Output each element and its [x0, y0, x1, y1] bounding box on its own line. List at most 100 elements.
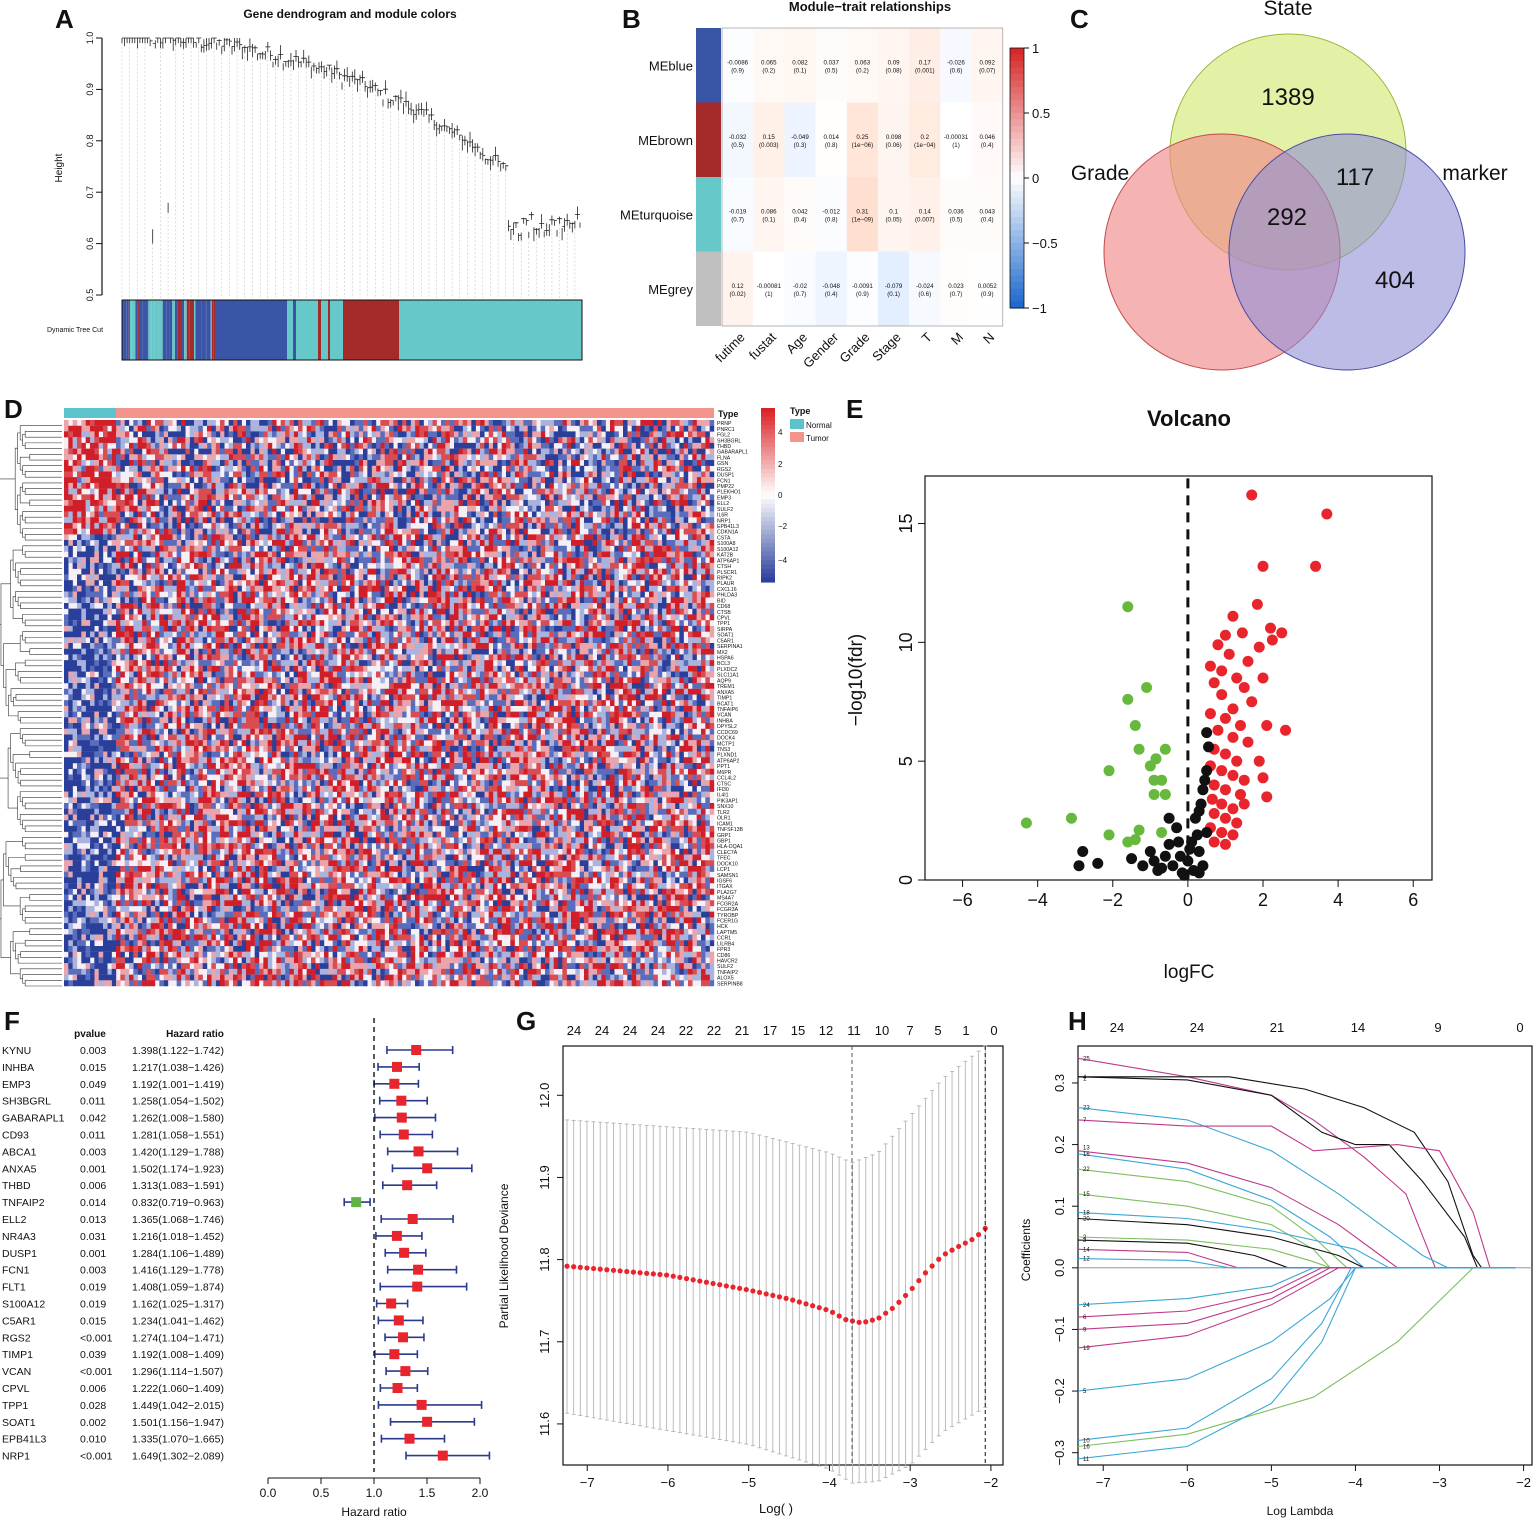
d-dendro-branch: [17, 711, 28, 721]
d-gene-label: SH3BGRL: [717, 438, 741, 444]
b-cell-value: 0.042: [792, 208, 808, 215]
d-heatmap-row-cells: [163, 505, 706, 512]
d-dendro-branch: [15, 694, 19, 701]
d-heatmap-row-cells: [77, 534, 710, 541]
b-cell-value: 0.023: [948, 283, 964, 290]
d-dendro-branch: [20, 779, 24, 787]
d-heatmap-row-cells: [172, 620, 710, 627]
f-hr-label: 1.222(1.060−1.409): [132, 1383, 224, 1395]
b-cell-value: 0.092: [979, 59, 995, 66]
a-module-segment: [142, 300, 148, 360]
g-deviance-point: [637, 1270, 643, 1276]
d-dendro-branch: [17, 954, 28, 964]
d-heatmap-row-cells: [64, 957, 693, 964]
b-col-label: Gender: [800, 329, 842, 371]
h-path-label: 15: [1083, 1192, 1090, 1198]
d-colorbar-step: [761, 551, 775, 557]
d-gene-label: IFI30: [717, 787, 729, 793]
d-heatmap-row-cells: [116, 580, 658, 586]
d-dendro-branch: [20, 579, 24, 587]
d-heatmap-row-cells: [90, 963, 710, 970]
e-point-up: [1265, 622, 1277, 634]
b-cell-pvalue: (0.6): [950, 67, 963, 74]
b-cell-pvalue: (0.1): [762, 216, 775, 223]
d-heatmap-row-cells: [116, 522, 697, 529]
d-gene-label: TYROBP: [717, 913, 739, 919]
d-heatmap-row-cells: [133, 705, 654, 712]
d-heatmap-row-cells: [124, 917, 702, 924]
f-gene-label: ANXA5: [2, 1163, 37, 1175]
b-colorbar-step: [1010, 178, 1024, 186]
g-top-tick-label: 10: [875, 1023, 889, 1038]
d-heatmap-row-cells: [120, 837, 715, 844]
f-hr-point: [413, 1146, 424, 1157]
d-gene-label: SNX10: [717, 804, 734, 810]
f-xtick-label: 2.0: [472, 1486, 489, 1500]
d-heatmap-row-cells: [81, 968, 715, 975]
f-pvalue: 0.010: [80, 1434, 106, 1446]
e-point-up: [1223, 648, 1235, 660]
f-pvalue: <0.001: [80, 1451, 113, 1463]
d-colorbar-step: [761, 503, 775, 509]
d-heatmap-row-cells: [124, 528, 663, 535]
b-cell: [753, 177, 785, 252]
a-module-segment: [211, 300, 214, 360]
e-point-ns: [1201, 727, 1213, 739]
venn-circle-marker: [1228, 133, 1466, 371]
b-cell-pvalue: (0.1): [794, 67, 807, 74]
e-point-up: [1253, 755, 1265, 767]
d-heatmap-row-cells: [64, 803, 710, 809]
d-gene-label: LAPTM5: [717, 930, 737, 936]
f-pvalue: 0.006: [80, 1383, 106, 1395]
d-dendro-branch: [0, 879, 11, 958]
b-colorbar-step: [1010, 126, 1024, 134]
d-heatmap-row-cells: [116, 780, 680, 787]
d-heatmap-row-cells: [137, 940, 697, 947]
d-heatmap-row-cells: [142, 797, 684, 804]
e-xtick-label: 6: [1408, 890, 1418, 910]
b-cell: [846, 28, 878, 103]
f-pvalue: 0.011: [80, 1096, 106, 1108]
a-module-segment: [177, 300, 182, 360]
d-heatmap-row-cells: [129, 785, 715, 792]
g-top-tick-label: 7: [906, 1023, 913, 1038]
panel-f-hr-header: Hazard ratio: [166, 1029, 224, 1040]
e-point-down: [1122, 601, 1134, 613]
f-hr-point: [422, 1416, 433, 1427]
d-gene-label: SIRPA: [717, 627, 733, 633]
d-heatmap-row-cells: [150, 768, 671, 775]
g-deviance-point: [876, 1315, 882, 1321]
d-colorbar-step: [761, 573, 775, 579]
panel-a-colorbar-frame: [121, 299, 583, 361]
d-dendro-branch: [29, 648, 33, 655]
d-heatmap-row-cells: [142, 934, 680, 941]
a-module-segment: [215, 300, 287, 360]
d-heatmap-row-cells: [133, 614, 702, 621]
b-colorbar-step: [1010, 243, 1024, 251]
b-colorbar-step: [1010, 204, 1024, 212]
b-colorbar-step: [1010, 236, 1024, 244]
panel-e-title: Volcano: [1147, 406, 1231, 431]
d-colorbar-step: [761, 425, 775, 431]
h-path-label: 11: [1083, 1457, 1090, 1463]
d-heatmap-row-cells: [189, 442, 715, 449]
b-cell: [909, 177, 941, 252]
legend-swatch-tumor: [790, 432, 804, 442]
d-heatmap-row-cells: [159, 431, 667, 438]
d-heatmap-row-cells: [129, 774, 641, 781]
g-xtick-label: −4: [822, 1475, 837, 1490]
d-heatmap-row-cells: [64, 562, 658, 569]
b-cell: [940, 177, 972, 252]
d-gene-label: CTSH: [717, 564, 731, 570]
e-point-down: [1020, 817, 1032, 829]
e-point-up: [1238, 682, 1250, 694]
g-deviance-point: [796, 1299, 802, 1305]
h-xtick-label: −7: [1096, 1475, 1111, 1490]
a-module-segment: [213, 300, 216, 360]
b-colorbar-step: [1010, 48, 1024, 56]
f-hr-label: 1.501(1.156−1.947): [132, 1417, 224, 1429]
b-col-label: N: [980, 330, 997, 347]
panel-a-ylabel: Height: [54, 153, 65, 182]
e-point-up: [1216, 689, 1228, 701]
b-cell-value: 0.014: [823, 134, 839, 141]
